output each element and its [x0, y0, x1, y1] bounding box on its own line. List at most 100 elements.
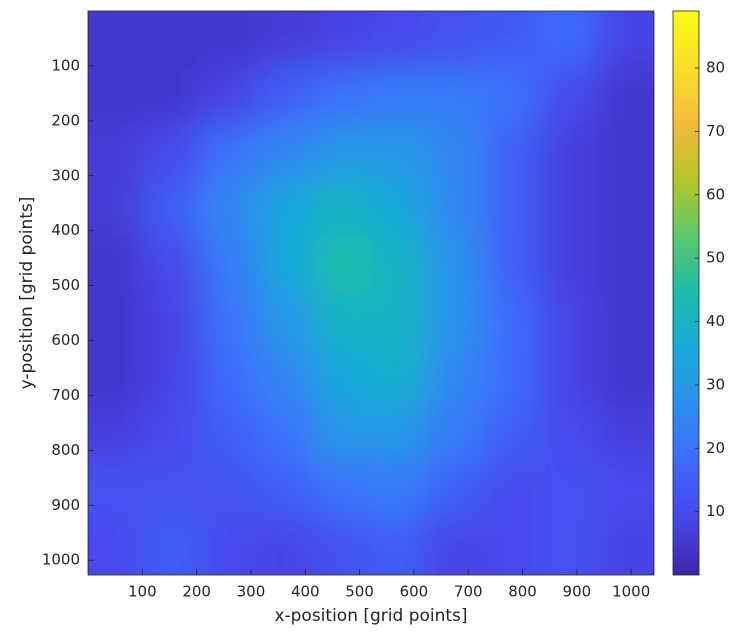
x-axis-label: x-position [grid points]: [274, 606, 467, 626]
colorbar-tick-label: 30: [706, 375, 725, 393]
heatmap-cell: [144, 123, 202, 181]
heatmap-cell: [314, 180, 372, 238]
heatmap-cell: [540, 462, 598, 520]
y-tick-label: 400: [51, 221, 80, 239]
heatmap-cell: [484, 236, 542, 294]
heatmap-cell: [201, 236, 259, 294]
x-tick-label: 1000: [612, 583, 650, 601]
heatmap-cell: [484, 462, 542, 520]
heatmap-cell: [88, 123, 146, 181]
heatmap-cell: [371, 518, 429, 575]
heatmap-cell: [88, 67, 146, 125]
heatmap-cell: [88, 11, 146, 68]
colorbar-tick-label: 60: [706, 185, 725, 203]
heatmap-cell: [144, 518, 202, 575]
heatmap-cell: [597, 11, 654, 68]
heatmap-cell: [484, 11, 542, 68]
colorbar-tick-label: 70: [706, 122, 725, 140]
heatmap-cell: [427, 236, 485, 294]
heatmap-cell: [371, 405, 429, 463]
colorbar-tick-label: 20: [706, 439, 725, 457]
y-tick-label: 500: [51, 276, 80, 294]
heatmap: [88, 11, 654, 575]
axes-frame: [87, 10, 655, 576]
colorbar-tick-label: 50: [706, 249, 725, 267]
heatmap-cell: [144, 405, 202, 463]
heatmap-cell: [427, 123, 485, 181]
y-tick-label: 200: [51, 111, 80, 129]
colorbar: [672, 10, 700, 576]
heatmap-cell: [427, 405, 485, 463]
heatmap-cell: [144, 180, 202, 238]
heatmap-cell: [314, 462, 372, 520]
heatmap-cell: [597, 518, 654, 575]
heatmap-cell: [201, 293, 259, 350]
x-tick-label: 900: [563, 583, 592, 601]
heatmap-cell: [257, 180, 315, 238]
heatmap-cell: [371, 123, 429, 181]
heatmap-cell: [484, 180, 542, 238]
heatmap-cell: [201, 462, 259, 520]
heatmap-cell: [427, 293, 485, 350]
heatmap-cell: [201, 123, 259, 181]
heatmap-cell: [314, 293, 372, 350]
heatmap-cell: [257, 462, 315, 520]
x-tick-label: 200: [182, 583, 211, 601]
heatmap-cell: [597, 123, 654, 181]
heatmap-cell: [314, 236, 372, 294]
heatmap-cell: [371, 11, 429, 68]
y-tick-label: 100: [51, 56, 80, 74]
heatmap-cell: [88, 236, 146, 294]
heatmap-cell: [88, 518, 146, 575]
heatmap-cell: [597, 236, 654, 294]
heatmap-cell: [88, 180, 146, 238]
y-tick-label: 700: [51, 386, 80, 404]
heatmap-cell: [257, 349, 315, 407]
heatmap-cell: [314, 518, 372, 575]
x-tick-label: 400: [291, 583, 320, 601]
heatmap-cell: [257, 123, 315, 181]
heatmap-cell: [597, 462, 654, 520]
heatmap-cell: [597, 180, 654, 238]
heatmap-cell: [144, 462, 202, 520]
heatmap-cell: [144, 293, 202, 350]
heatmap-cell: [257, 11, 315, 68]
heatmap-cell: [144, 11, 202, 68]
heatmap-cell: [597, 67, 654, 125]
heatmap-cell: [484, 293, 542, 350]
heatmap-cell: [88, 405, 146, 463]
heatmap-cell: [201, 180, 259, 238]
heatmap-cell: [427, 518, 485, 575]
heatmap-cell: [257, 405, 315, 463]
heatmap-cell: [484, 123, 542, 181]
heatmap-cell: [257, 67, 315, 125]
heatmap-cell: [427, 349, 485, 407]
heatmap-cell: [484, 67, 542, 125]
colorbar-tick-label: 80: [706, 59, 725, 77]
heatmap-cell: [257, 236, 315, 294]
heatmap-cell: [314, 67, 372, 125]
heatmap-cell: [540, 67, 598, 125]
heatmap-cell: [201, 349, 259, 407]
y-tick-label: 600: [51, 331, 80, 349]
heatmap-cell: [144, 67, 202, 125]
heatmap-cell: [88, 462, 146, 520]
heatmap-cell: [201, 518, 259, 575]
heatmap-cell: [88, 349, 146, 407]
heatmap-cell: [427, 11, 485, 68]
heatmap-cell: [201, 11, 259, 68]
y-tick-label: 1000: [42, 551, 80, 569]
heatmap-cell: [144, 349, 202, 407]
x-tick-label: 700: [454, 583, 483, 601]
y-axis-label: y-position [grid points]: [17, 197, 37, 390]
x-tick-label: 800: [508, 583, 537, 601]
heatmap-cell: [540, 293, 598, 350]
heatmap-cell: [484, 349, 542, 407]
heatmap-cell: [371, 462, 429, 520]
heatmap-cell: [314, 11, 372, 68]
heatmap-cell: [371, 67, 429, 125]
heatmap-cell: [371, 293, 429, 350]
x-tick-label: 100: [128, 583, 157, 601]
heatmap-cell: [88, 293, 146, 350]
